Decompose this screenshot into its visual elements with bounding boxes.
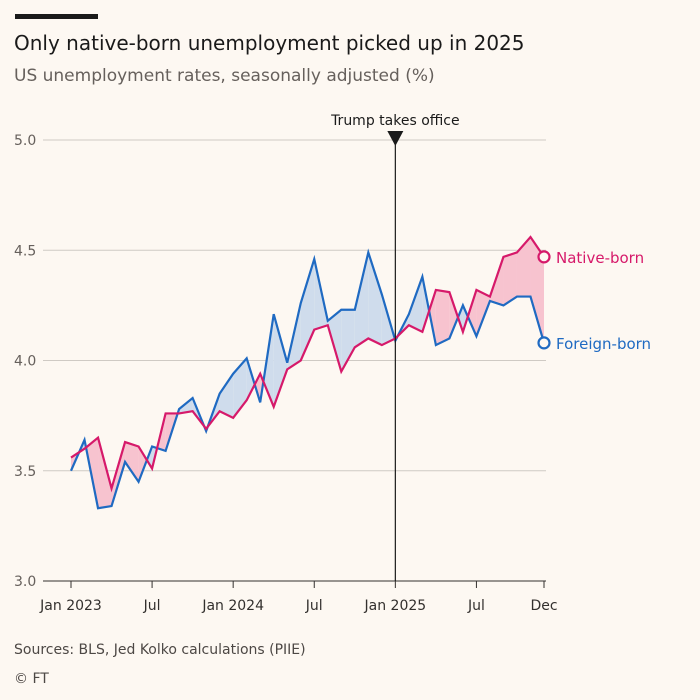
native-gap-area (98, 437, 112, 509)
x-tick-label: Jul (143, 598, 161, 614)
foreign-born-label: Foreign-born (556, 335, 651, 353)
x-tick-label: Dec (530, 598, 557, 614)
foreign-gap-area (246, 358, 255, 401)
chart-title: Only native-born unemployment picked up … (14, 31, 525, 55)
native-gap-area (449, 292, 458, 339)
foreign-gap-area (408, 276, 423, 332)
source-note: Sources: BLS, Jed Kolko calculations (PI… (14, 642, 306, 658)
foreign-gap-area (368, 252, 382, 346)
native-gap-area (435, 289, 450, 346)
native-gap-area (125, 442, 139, 482)
foreign-gap-area (219, 373, 234, 418)
copyright-note: © FT (14, 671, 49, 687)
foreign-gap-area (273, 314, 288, 407)
y-tick-label: 3.0 (14, 574, 36, 590)
annotation-layer: Trump takes office (330, 113, 460, 581)
annotation-marker (387, 131, 404, 146)
foreign-born-line (69, 248, 546, 510)
native-gap-area (530, 237, 544, 343)
y-tick-label: 4.0 (14, 354, 36, 370)
line-layer (69, 235, 546, 510)
native-gap-area (516, 237, 531, 297)
y-tick-label: 5.0 (14, 133, 36, 149)
brand-bar (15, 14, 98, 19)
chart-subtitle: US unemployment rates, seasonally adjust… (14, 66, 435, 86)
annotation-text: Trump takes office (330, 113, 460, 129)
foreign-born-end-marker (537, 336, 551, 350)
x-tick-label: Jul (467, 598, 485, 614)
foreign-gap-area (341, 309, 355, 372)
native-born-end-marker (537, 250, 551, 264)
native-gap-area (503, 252, 517, 306)
native-gap-area (467, 289, 477, 337)
y-tick-label: 3.5 (14, 464, 36, 480)
x-tick-label: Jan 2024 (201, 598, 264, 614)
native-gap-area (138, 446, 147, 482)
y-tick-label: 4.5 (14, 243, 36, 259)
native-born-label: Native-born (556, 249, 644, 267)
x-tick-label: Jan 2025 (364, 598, 427, 614)
label-layer: Native-born Foreign-born (537, 249, 651, 353)
x-tick-label: Jul (305, 598, 323, 614)
native-born-line (70, 235, 545, 493)
foreign-gap-area (354, 252, 369, 348)
x-tick-label: Jan 2023 (39, 598, 102, 614)
native-gap-area (111, 442, 126, 507)
